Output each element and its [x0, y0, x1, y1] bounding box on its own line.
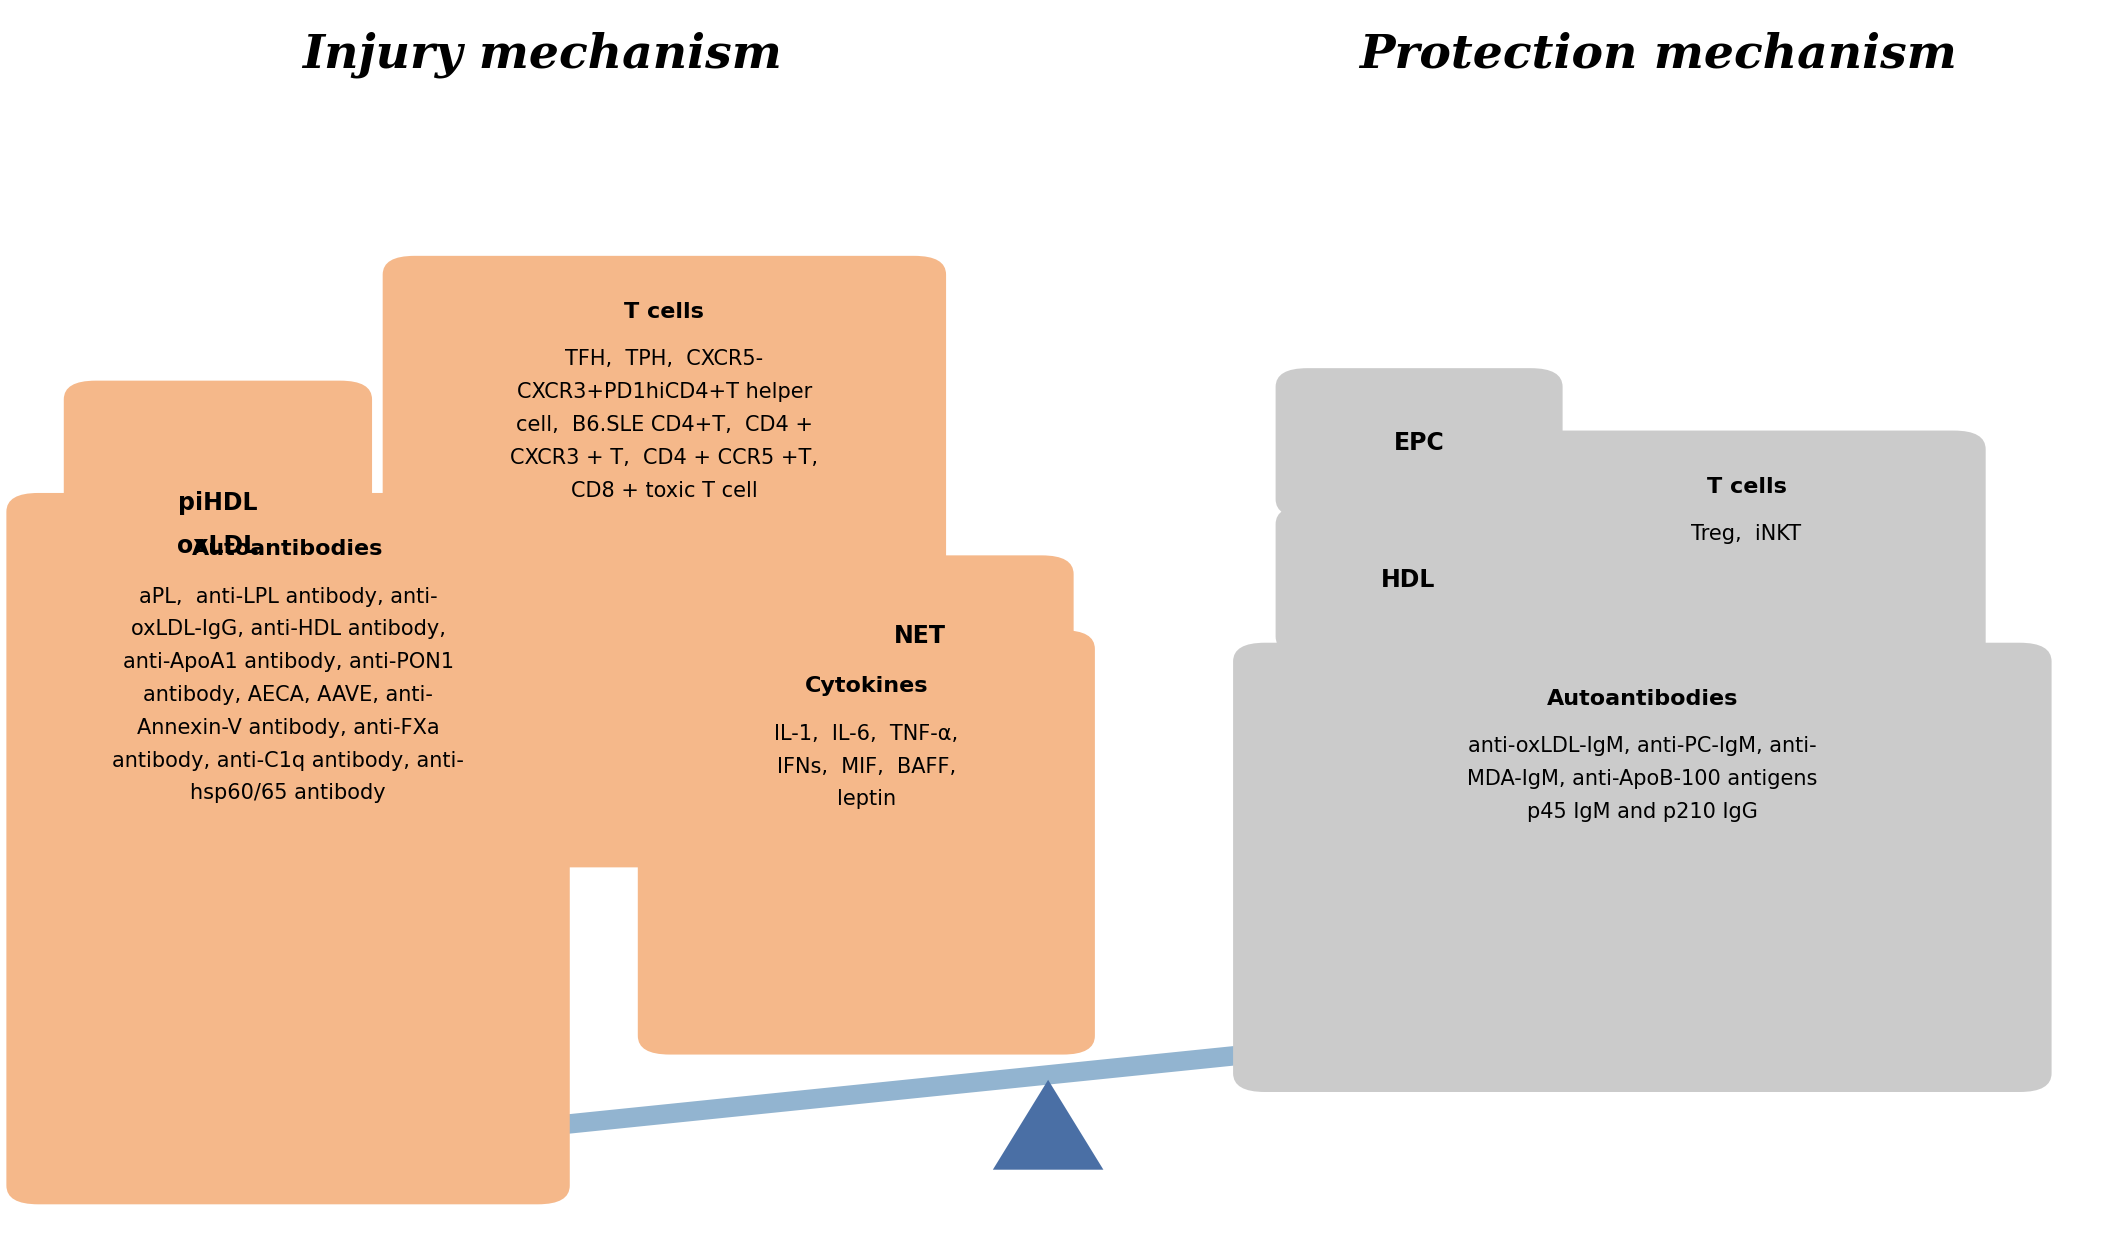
FancyBboxPatch shape — [1233, 643, 2052, 1092]
Text: Protection mechanism: Protection mechanism — [1359, 31, 1958, 77]
Text: Injury mechanism: Injury mechanism — [302, 31, 782, 77]
Text: T cells: T cells — [1707, 477, 1786, 497]
FancyBboxPatch shape — [6, 493, 570, 1204]
FancyBboxPatch shape — [1276, 505, 1541, 655]
Text: IL-1,  IL-6,  TNF-α,
IFNs,  MIF,  BAFF,
leptin: IL-1, IL-6, TNF-α, IFNs, MIF, BAFF, lept… — [774, 724, 959, 810]
Polygon shape — [993, 1080, 1103, 1169]
Text: aPL,  anti-LPL antibody, anti-
oxLDL-IgG, anti-HDL antibody,
anti-ApoA1 antibody: aPL, anti-LPL antibody, anti- oxLDL-IgG,… — [113, 587, 463, 804]
Text: T cells: T cells — [625, 302, 704, 322]
Text: NET: NET — [893, 624, 946, 649]
FancyBboxPatch shape — [64, 381, 372, 668]
Text: anti-oxLDL-IgM, anti-PC-IgM, anti-
MDA-IgM, anti-ApoB-100 antigens
p45 IgM and p: anti-oxLDL-IgM, anti-PC-IgM, anti- MDA-I… — [1467, 736, 1818, 822]
FancyBboxPatch shape — [383, 256, 946, 867]
Text: TFH,  TPH,  CXCR5-
CXCR3+PD1hiCD4+T helper
cell,  B6.SLE CD4+T,  CD4 +
CXCR3 + T: TFH, TPH, CXCR5- CXCR3+PD1hiCD4+T helper… — [510, 349, 819, 500]
Text: EPC: EPC — [1395, 431, 1444, 456]
Text: Autoantibodies: Autoantibodies — [1546, 689, 1739, 709]
Text: Treg,  iNKT: Treg, iNKT — [1692, 524, 1801, 544]
Text: Cytokines: Cytokines — [804, 676, 929, 696]
FancyBboxPatch shape — [765, 555, 1074, 718]
FancyBboxPatch shape — [638, 630, 1095, 1055]
Text: piHDL
oxLDL: piHDL oxLDL — [176, 490, 259, 558]
Text: Autoantibodies: Autoantibodies — [191, 539, 385, 559]
Text: HDL: HDL — [1382, 568, 1435, 593]
FancyBboxPatch shape — [1276, 368, 1563, 518]
FancyBboxPatch shape — [1507, 431, 1986, 668]
